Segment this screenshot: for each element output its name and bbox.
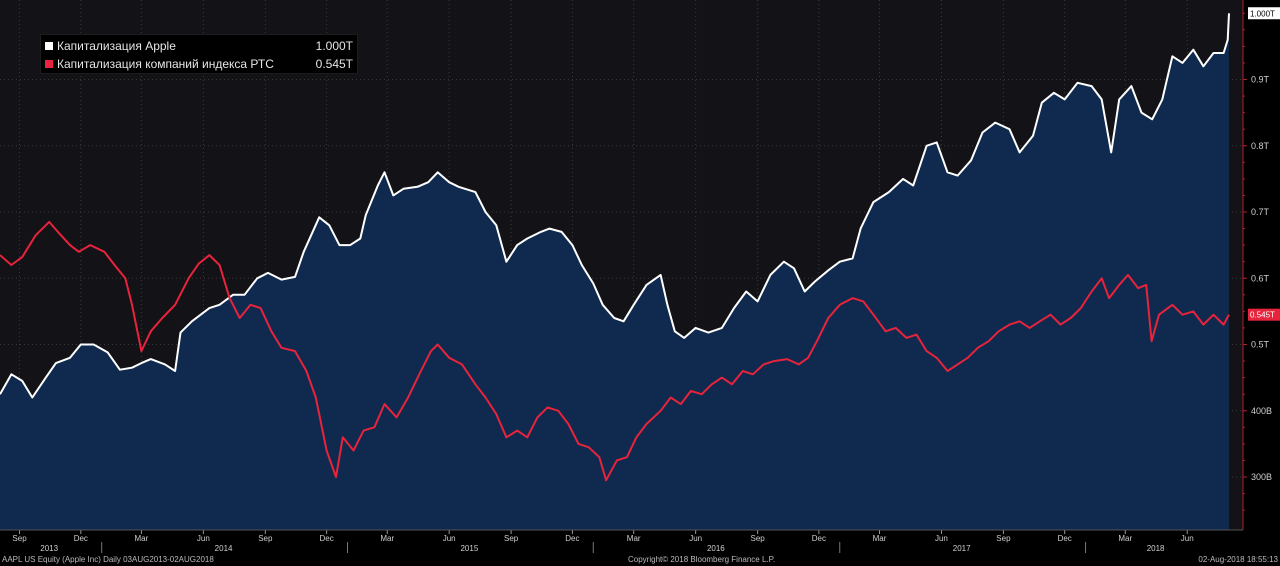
x-tick-label-month: Dec bbox=[812, 534, 826, 543]
x-tick-label-month: Sep bbox=[258, 534, 273, 543]
x-tick-label-month: Jun bbox=[443, 534, 456, 543]
y-tick-label: 0.8T bbox=[1251, 141, 1270, 151]
y-tick-label: 300B bbox=[1251, 472, 1272, 482]
x-tick-label-month: Jun bbox=[689, 534, 702, 543]
x-tick-label-month: Mar bbox=[380, 534, 394, 543]
legend-label-rts: Капитализация компаний индекса РТС bbox=[57, 57, 274, 71]
footer-security: AAPL US Equity (Apple Inc) Daily 03AUG20… bbox=[2, 555, 214, 564]
y-tick-label: 400B bbox=[1251, 406, 1272, 416]
x-tick-label-month: Mar bbox=[873, 534, 887, 543]
last-value-tag-bg bbox=[1248, 308, 1280, 321]
x-tick-label-month: Dec bbox=[565, 534, 579, 543]
x-tick-label-year: 2013 bbox=[40, 544, 58, 553]
rts-series-line bbox=[0, 220, 1230, 482]
chart-footer: AAPL US Equity (Apple Inc) Daily 03AUG20… bbox=[0, 554, 1280, 566]
x-tick-label-month: Dec bbox=[74, 534, 88, 543]
footer-timestamp: 02-Aug-2018 18:55:13 bbox=[1198, 555, 1278, 564]
x-tick-label-month: Mar bbox=[1118, 534, 1132, 543]
x-tick-label-year: 2014 bbox=[215, 544, 233, 553]
chart-legend: Капитализация Apple 1.000T Капитализация… bbox=[40, 34, 358, 74]
legend-item-rts: Капитализация компаний индекса РТС 0.545… bbox=[45, 55, 353, 73]
last-value-tag-text: 0.545T bbox=[1250, 311, 1275, 320]
last-value-tags: 1.000T 0.545T bbox=[1248, 7, 1280, 321]
axes: 300B 400B 0.5T 0.6T 0.7T 0.8T 0.9T Sep Dec Mar Jun… bbox=[0, 0, 1272, 553]
apple-series-line bbox=[0, 13, 1230, 399]
y-tick-label: 0.6T bbox=[1251, 273, 1270, 283]
y-tick-label: 0.7T bbox=[1251, 207, 1270, 217]
legend-label-apple: Капитализация Apple bbox=[57, 39, 176, 53]
x-tick-label-month: Sep bbox=[996, 534, 1011, 543]
x-tick-label-month: Dec bbox=[1058, 534, 1072, 543]
x-tick-label-month: Mar bbox=[627, 534, 641, 543]
x-tick-label-month: Sep bbox=[750, 534, 765, 543]
legend-value-rts: 0.545T bbox=[315, 57, 353, 71]
x-tick-label-year: 2017 bbox=[953, 544, 971, 553]
x-tick-label-month: Sep bbox=[504, 534, 519, 543]
x-tick-label-month: Mar bbox=[135, 534, 149, 543]
last-value-tag-bg bbox=[1248, 7, 1280, 20]
footer-copyright: Copyright© 2018 Bloomberg Finance L.P. bbox=[628, 555, 776, 564]
legend-value-apple: 1.000T bbox=[315, 39, 353, 53]
y-tick-label: 0.5T bbox=[1251, 340, 1270, 350]
legend-swatch-apple bbox=[45, 42, 53, 50]
x-tick-label-month: Jun bbox=[1181, 534, 1194, 543]
y-tick-label: 0.9T bbox=[1251, 75, 1270, 85]
x-tick-label-year: 2016 bbox=[707, 544, 725, 553]
x-tick-label-year: 2015 bbox=[460, 544, 478, 553]
legend-item-apple: Капитализация Apple 1.000T bbox=[45, 37, 353, 55]
x-tick-label-month: Sep bbox=[12, 534, 27, 543]
x-tick-label-month: Jun bbox=[197, 534, 210, 543]
x-tick-label-month: Jun bbox=[935, 534, 948, 543]
apple-area-fill bbox=[0, 13, 1229, 531]
last-value-tag-text: 1.000T bbox=[1250, 9, 1275, 18]
x-tick-label-month: Dec bbox=[319, 534, 333, 543]
x-tick-label-year: 2018 bbox=[1147, 544, 1165, 553]
legend-swatch-rts bbox=[45, 60, 53, 68]
